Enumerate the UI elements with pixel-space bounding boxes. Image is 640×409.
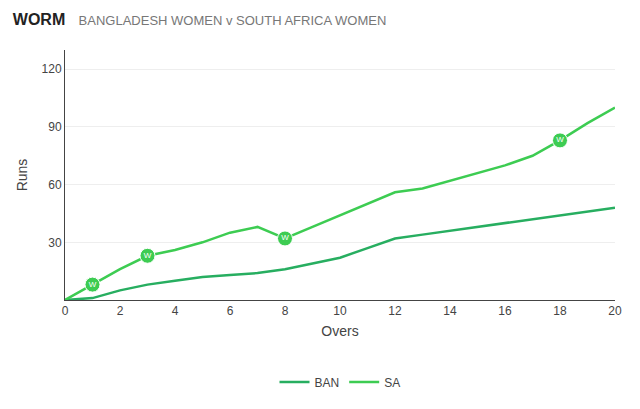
- svg-text:10: 10: [333, 304, 347, 318]
- svg-text:120: 120: [42, 62, 62, 76]
- svg-text:16: 16: [498, 304, 512, 318]
- svg-text:0: 0: [62, 304, 69, 318]
- svg-text:4: 4: [172, 304, 179, 318]
- svg-text:WORM BANGLADESH WOMEN v SOUT: WORM BANGLADESH WOMEN v SOUTH AFRICA WOM…: [13, 11, 386, 28]
- svg-text:14: 14: [443, 304, 457, 318]
- svg-text:30: 30: [48, 236, 62, 250]
- svg-text:SA: SA: [384, 376, 400, 390]
- svg-text:60: 60: [48, 178, 62, 192]
- svg-text:W: W: [89, 280, 97, 289]
- svg-text:W: W: [556, 135, 564, 144]
- svg-text:W: W: [144, 251, 152, 260]
- svg-text:Runs: Runs: [14, 159, 30, 192]
- svg-text:8: 8: [282, 304, 289, 318]
- svg-text:12: 12: [388, 304, 402, 318]
- svg-text:W: W: [281, 233, 289, 242]
- svg-text:20: 20: [608, 304, 622, 318]
- svg-text:2: 2: [117, 304, 124, 318]
- svg-text:90: 90: [48, 120, 62, 134]
- svg-text:18: 18: [553, 304, 567, 318]
- svg-text:BAN: BAN: [315, 376, 340, 390]
- svg-text:6: 6: [227, 304, 234, 318]
- svg-text:Overs: Overs: [321, 323, 358, 339]
